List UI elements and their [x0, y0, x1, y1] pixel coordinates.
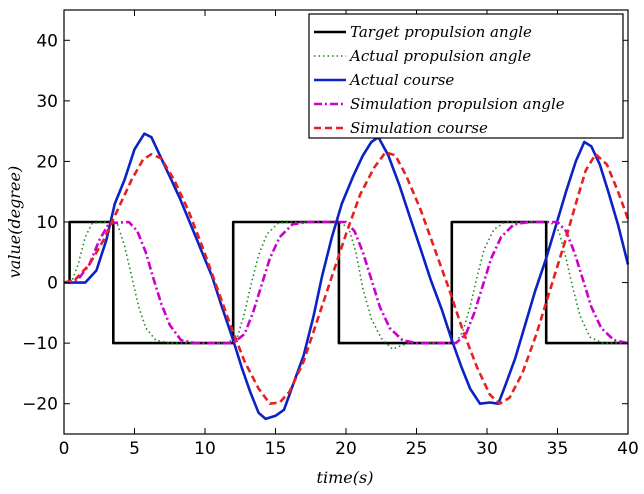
x-tick-label: 10 — [194, 439, 216, 459]
x-tick-label: 0 — [59, 439, 70, 459]
x-tick-label: 5 — [129, 439, 140, 459]
tick-layer: 0 5 10 15 20 25 30 35 40 −20 −10 0 10 20 30 40 — [22, 10, 639, 459]
y-tick-label: 20 — [36, 152, 58, 172]
series-layer — [63, 132, 630, 421]
y-tick-label: −10 — [22, 334, 58, 354]
series-line-4 — [63, 220, 629, 345]
y-tick-label: 30 — [36, 92, 58, 112]
series-line-2 — [63, 221, 628, 350]
x-tick-label: 25 — [406, 439, 428, 459]
x-tick-label: 15 — [265, 439, 287, 459]
x-tick-label: 35 — [547, 439, 569, 459]
y-tick-label: 10 — [36, 213, 58, 233]
legend-label-3: Actual course — [348, 71, 454, 89]
x-axis-label: time(s) — [317, 468, 374, 487]
y-axis-label: value(degree) — [5, 166, 24, 279]
legend-box — [308, 13, 624, 139]
legend-label-4: Simulation propulsion angle — [350, 95, 565, 113]
series-line-3 — [64, 132, 630, 421]
legend-label-1: Target propulsion angle — [350, 23, 532, 41]
series-line-5 — [63, 151, 630, 405]
legend: Target propulsion angle Actual propulsion… — [308, 13, 624, 139]
x-tick-label: 40 — [617, 439, 639, 459]
y-tick-label: 0 — [47, 274, 58, 294]
legend-label-5: Simulation course — [350, 119, 488, 137]
y-tick-label: 40 — [36, 31, 58, 51]
y-tick-label: −20 — [22, 395, 58, 415]
legend-label-2: Actual propulsion angle — [348, 47, 531, 65]
x-tick-label: 30 — [476, 439, 498, 459]
x-tick-label: 20 — [335, 439, 357, 459]
